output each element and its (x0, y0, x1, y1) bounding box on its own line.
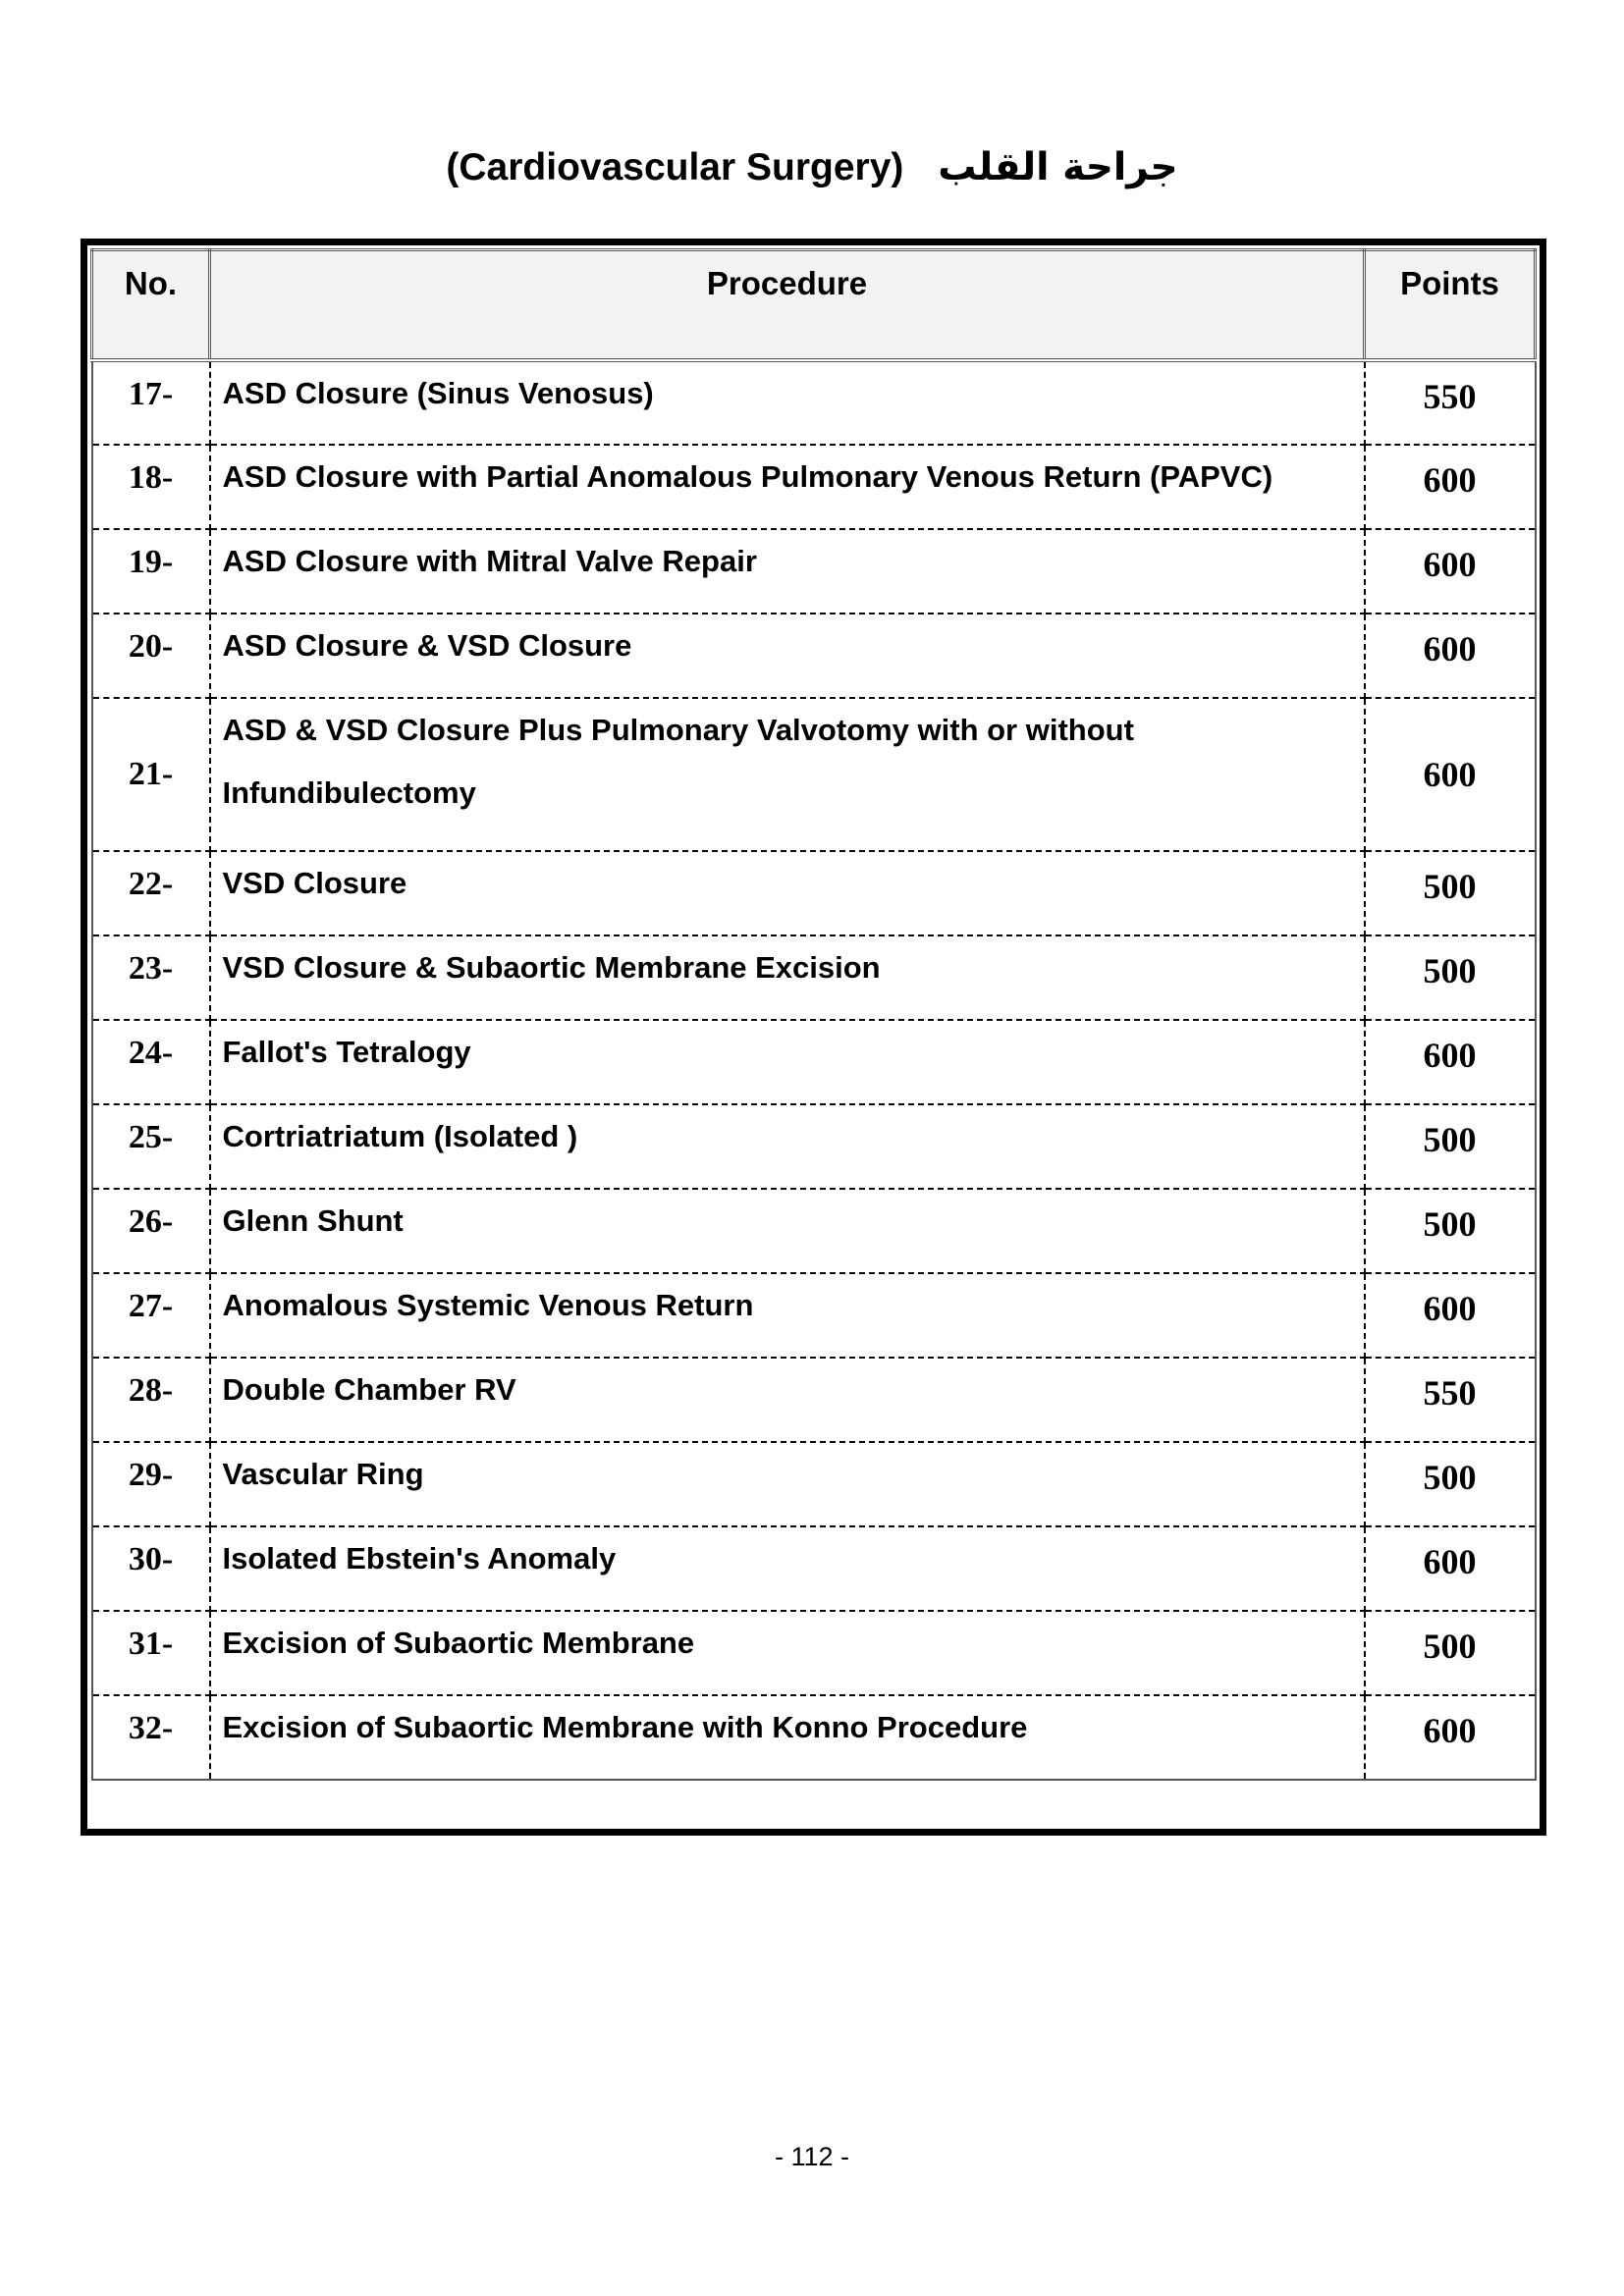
procedure-cell: VSD Closure (208, 850, 1366, 936)
points-cell: 600 (1363, 1019, 1537, 1105)
no-cell: 32- (90, 1694, 211, 1781)
procedure-cell: Isolated Ebstein's Anomaly (208, 1525, 1366, 1612)
points-cell: 500 (1363, 850, 1537, 936)
table-row: 25- Cortriatriatum (Isolated ) 500 (90, 1103, 1537, 1190)
points-cell: 550 (1363, 359, 1537, 446)
table-row: 27- Anomalous Systemic Venous Return 600 (90, 1272, 1537, 1359)
table-row: 31- Excision of Subaortic Membrane 500 (90, 1610, 1537, 1696)
procedure-cell: ASD & VSD Closure Plus Pulmonary Valvoto… (208, 697, 1366, 852)
page-title: (Cardiovascular Surgery) جراحة القلب (0, 145, 1624, 189)
procedure-cell: Fallot's Tetralogy (208, 1019, 1366, 1105)
procedure-cell: Cortriatriatum (Isolated ) (208, 1103, 1366, 1190)
no-cell: 23- (90, 934, 211, 1021)
procedure-cell: Double Chamber RV (208, 1357, 1366, 1443)
table-row: 19- ASD Closure with Mitral Valve Repair 6… (90, 528, 1537, 614)
no-cell: 26- (90, 1188, 211, 1274)
no-cell: 27- (90, 1272, 211, 1359)
procedure-cell: ASD Closure with Mitral Valve Repair (208, 528, 1366, 614)
table-row: 29- Vascular Ring 500 (90, 1441, 1537, 1527)
header-procedure: Procedure (208, 248, 1366, 362)
page-number: - 112 - (774, 2142, 850, 2171)
table-row: 32- Excision of Subaortic Membrane with K… (90, 1694, 1537, 1781)
title-english: (Cardiovascular Surgery) (446, 146, 904, 188)
header-no: No. (90, 248, 211, 362)
procedure-cell: Vascular Ring (208, 1441, 1366, 1527)
table-header-row: No. Procedure Points (90, 248, 1537, 362)
procedure-cell: Excision of Subaortic Membrane with Konn… (208, 1694, 1366, 1781)
no-cell: 28- (90, 1357, 211, 1443)
table-row: 28- Double Chamber RV 550 (90, 1357, 1537, 1443)
table-row: 20- ASD Closure & VSD Closure 600 (90, 613, 1537, 699)
procedure-cell: ASD Closure with Partial Anomalous Pulmo… (208, 444, 1366, 530)
table-row: 17- ASD Closure (Sinus Venosus) 550 (90, 359, 1537, 446)
points-cell: 600 (1363, 1272, 1537, 1359)
procedure-cell: ASD Closure & VSD Closure (208, 613, 1366, 699)
procedure-cell: Excision of Subaortic Membrane (208, 1610, 1366, 1696)
header-points: Points (1363, 248, 1537, 362)
no-cell: 30- (90, 1525, 211, 1612)
procedure-cell: Glenn Shunt (208, 1188, 1366, 1274)
points-cell: 550 (1363, 1357, 1537, 1443)
procedure-table: No. Procedure Points 17- ASD Closure (Sin… (90, 248, 1537, 1781)
procedure-cell: Anomalous Systemic Venous Return (208, 1272, 1366, 1359)
points-cell: 600 (1363, 528, 1537, 614)
points-cell: 500 (1363, 1441, 1537, 1527)
no-cell: 22- (90, 850, 211, 936)
table-row: 21- ASD & VSD Closure Plus Pulmonary Valv… (90, 697, 1537, 852)
no-cell: 19- (90, 528, 211, 614)
title-arabic: جراحة القلب (938, 145, 1178, 189)
no-cell: 24- (90, 1019, 211, 1105)
no-cell: 21- (90, 697, 211, 852)
no-cell: 20- (90, 613, 211, 699)
no-cell: 25- (90, 1103, 211, 1190)
points-cell: 600 (1363, 697, 1537, 852)
points-cell: 600 (1363, 1525, 1537, 1612)
points-cell: 600 (1363, 1694, 1537, 1781)
no-cell: 17- (90, 359, 211, 446)
no-cell: 31- (90, 1610, 211, 1696)
points-cell: 600 (1363, 613, 1537, 699)
table-row: 30- Isolated Ebstein's Anomaly 600 (90, 1525, 1537, 1612)
points-cell: 500 (1363, 1610, 1537, 1696)
procedure-cell: VSD Closure & Subaortic Membrane Excisio… (208, 934, 1366, 1021)
table-row: 23- VSD Closure & Subaortic Membrane Exci… (90, 934, 1537, 1021)
no-cell: 18- (90, 444, 211, 530)
points-cell: 600 (1363, 444, 1537, 530)
points-cell: 500 (1363, 934, 1537, 1021)
table-row: 26- Glenn Shunt 500 (90, 1188, 1537, 1274)
table-row: 22- VSD Closure 500 (90, 850, 1537, 936)
table-row: 24- Fallot's Tetralogy 600 (90, 1019, 1537, 1105)
no-cell: 29- (90, 1441, 211, 1527)
procedure-table-frame: No. Procedure Points 17- ASD Closure (Sin… (81, 239, 1546, 1836)
points-cell: 500 (1363, 1188, 1537, 1274)
procedure-cell: ASD Closure (Sinus Venosus) (208, 359, 1366, 446)
points-cell: 500 (1363, 1103, 1537, 1190)
table-row: 18- ASD Closure with Partial Anomalous Pu… (90, 444, 1537, 530)
